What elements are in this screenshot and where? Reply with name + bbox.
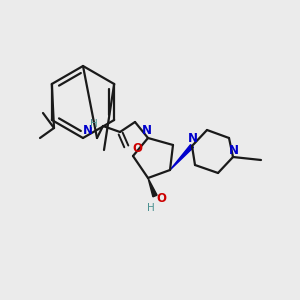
Text: N: N	[188, 133, 198, 146]
Text: N: N	[229, 143, 239, 157]
Polygon shape	[148, 178, 157, 197]
Text: O: O	[132, 142, 142, 154]
Text: H: H	[90, 119, 98, 129]
Text: N: N	[142, 124, 152, 136]
Text: H: H	[147, 203, 155, 213]
Text: N: N	[83, 124, 93, 136]
Text: O: O	[156, 191, 166, 205]
Polygon shape	[170, 145, 194, 170]
